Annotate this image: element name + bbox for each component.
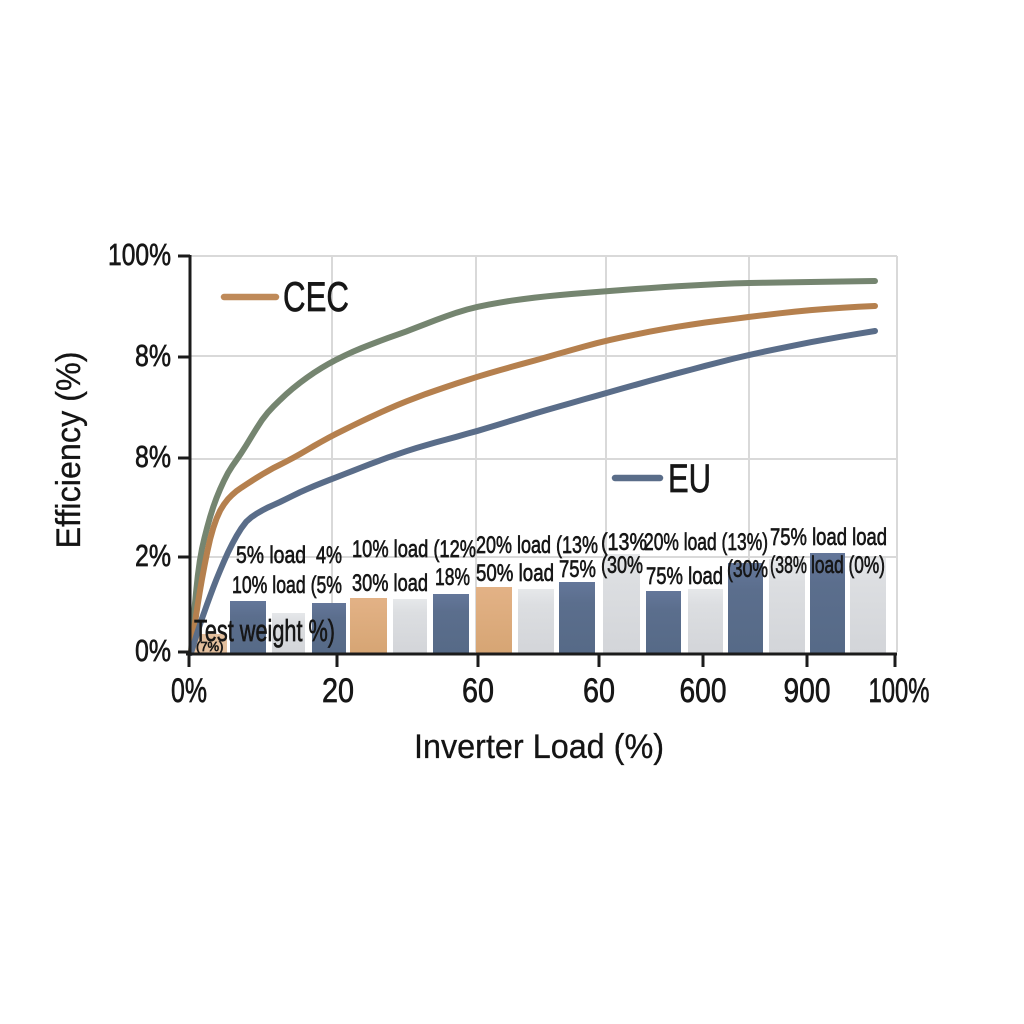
svg-text:50% load: 50% load: [476, 560, 554, 587]
svg-text:load (0%): load (0%): [811, 552, 885, 579]
svg-text:Test weight %): Test weight %): [194, 613, 335, 648]
svg-text:5% load: 5% load: [236, 542, 306, 569]
svg-text:20% load (13%): 20% load (13%): [644, 529, 768, 556]
svg-text:8%: 8%: [135, 439, 171, 474]
svg-text:(30%: (30%: [601, 552, 643, 579]
svg-text:CEC: CEC: [283, 273, 349, 320]
svg-text:30% load: 30% load: [352, 570, 428, 597]
svg-text:(13%: (13%: [601, 529, 647, 556]
svg-text:600: 600: [680, 672, 727, 710]
svg-text:0%: 0%: [135, 633, 171, 668]
svg-text:Efficiency (%): Efficiency (%): [50, 352, 88, 549]
svg-text:75% load: 75% load: [646, 563, 723, 590]
svg-text:(38%: (38%: [770, 552, 807, 579]
svg-text:8%: 8%: [135, 338, 171, 373]
svg-text:(7%): (7%): [196, 639, 223, 654]
svg-text:60: 60: [462, 672, 494, 710]
svg-text:4%: 4%: [316, 542, 342, 569]
svg-text:20% load (13%: 20% load (13%: [476, 532, 598, 559]
svg-text:75%: 75%: [559, 556, 596, 583]
svg-text:20: 20: [322, 672, 354, 710]
svg-text:EU: EU: [668, 457, 711, 501]
svg-text:0%: 0%: [171, 672, 207, 710]
svg-text:18%: 18%: [435, 564, 470, 591]
svg-text:100%: 100%: [869, 672, 930, 710]
svg-text:Inverter Load (%): Inverter Load (%): [414, 728, 664, 766]
svg-text:60: 60: [583, 672, 615, 710]
svg-text:(30%: (30%: [727, 556, 768, 583]
svg-text:10% load (5%: 10% load (5%: [232, 572, 342, 599]
svg-text:10% load (12%: 10% load (12%: [352, 536, 476, 563]
svg-text:900: 900: [784, 672, 831, 710]
svg-text:2%: 2%: [135, 538, 171, 573]
svg-text:75% load load: 75% load load: [770, 524, 887, 551]
svg-text:100%: 100%: [108, 237, 171, 272]
